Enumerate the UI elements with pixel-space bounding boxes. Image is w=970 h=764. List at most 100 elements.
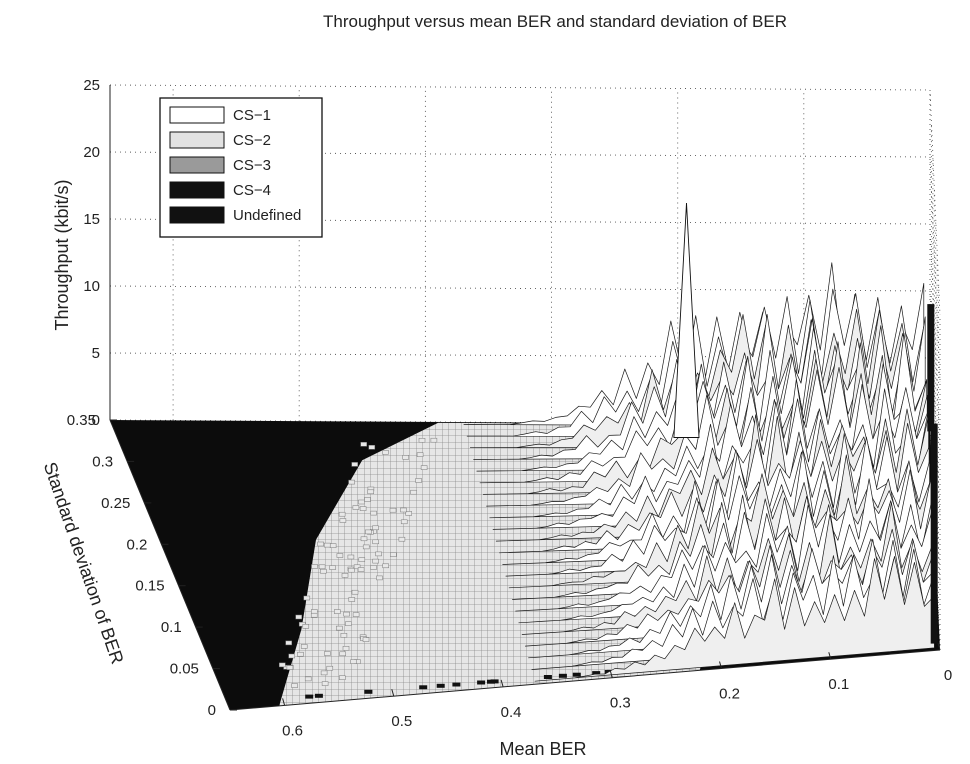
undefined-cell [543,675,552,679]
boundary-cell [351,462,358,467]
boundary-cell [400,507,407,513]
x-axis-line [229,649,941,711]
legend-label: Undefined [233,207,301,224]
x-tick-label: 0.4 [501,704,522,721]
surface-ridge [534,556,935,682]
undefined-cell [419,685,428,690]
legend-swatch [169,131,225,149]
z-gridline [109,352,931,359]
boundary-cell [338,511,346,517]
boundary-cell [339,651,346,657]
legend-label: CS−3 [233,157,271,174]
boundary-cell [390,552,397,557]
boundary-cell [362,544,370,550]
boundary-cell [382,450,389,455]
x-axis-label: Mean BER [499,739,586,759]
y-tick-label: 0 [208,702,216,719]
boundary-cell [339,518,347,523]
boundary-cell [343,611,350,617]
boundary-cell [348,479,355,485]
z-tick-label: 5 [92,345,100,362]
boundary-cell [375,551,382,557]
legend-label: CS−4 [233,182,271,199]
x-tick-label: 0.3 [610,695,631,712]
boundary-cell [336,553,344,558]
boundary-cell [286,665,294,670]
boundary-cell [300,644,308,649]
x-tick-label: 0 [944,667,952,684]
boundary-cell [410,489,417,495]
boundary-cell [398,536,406,542]
z-tick-label: 0 [92,412,100,429]
boundary-cell [324,651,331,656]
z-gridline [109,84,931,91]
z-tick-label: 10 [83,278,100,295]
undefined-cell [364,689,373,694]
legend-label: CS−2 [233,132,271,149]
y-tick-label: 0.25 [101,495,130,512]
boundary-cell [364,497,371,502]
boundary-cell [311,609,318,614]
boundary-cell [295,614,302,620]
boundary-cell [342,646,350,651]
x-tick-label: 0.2 [719,686,740,703]
boundary-cell [303,595,311,601]
z-tick-label: 25 [83,77,100,94]
x-tick-mark [391,689,395,697]
boundary-cell [348,597,356,602]
boundary-cell [329,543,337,548]
boundary-cell [367,489,374,495]
legend-swatch [169,181,225,199]
x-tick-label: 0.1 [828,676,849,693]
y-tick-label: 0.15 [135,578,164,595]
boundary-cell [362,637,370,642]
undefined-cell [592,671,601,676]
undefined-cell [477,680,486,685]
peak-spike [673,202,700,438]
boundary-cell [376,575,383,581]
boundary-cell [405,511,412,516]
boundary-cell [358,499,365,505]
boundary-cell [400,519,408,525]
undefined-cell [572,672,581,677]
boundary-cell [351,589,359,595]
y-tick-label: 0.2 [127,536,148,553]
boundary-cell [320,568,327,574]
boundary-cell [389,507,397,513]
front-edge-bar [930,423,938,644]
legend-swatch [169,156,225,174]
boundary-cell [415,478,422,483]
boundary-cell [402,455,409,460]
boundary-cell [420,465,428,470]
undefined-cell [558,673,567,678]
z-gridline [109,218,931,225]
boundary-cell [311,564,318,569]
boundary-cell [279,662,286,668]
boundary-cell [348,567,355,573]
boundary-cell [382,563,389,569]
x-tick-mark [828,652,832,660]
boundary-cell [310,612,318,618]
legend-label: CS−1 [233,107,271,124]
boundary-cell [360,442,367,447]
boundary-cell [334,609,341,614]
x-tick-label: 0.6 [282,722,303,739]
chart-title: Throughput versus mean BER and standard … [323,12,787,31]
boundary-cell [339,675,346,680]
undefined-cell [314,693,323,698]
boundary-cell [358,557,366,562]
undefined-cell [305,694,314,699]
boundary-cell [350,659,357,664]
boundary-cell [365,529,372,535]
x-tick-mark [609,670,613,678]
boundary-cell [359,506,367,511]
boundary-cell [288,653,295,659]
boundary-cell [360,536,368,542]
boundary-cell [370,565,377,570]
boundary-cell [352,505,360,510]
x-tick-mark [500,679,504,688]
boundary-cell [353,564,361,570]
boundary-cell [341,573,349,578]
boundary-cell [340,633,348,638]
boundary-cell [345,621,352,626]
